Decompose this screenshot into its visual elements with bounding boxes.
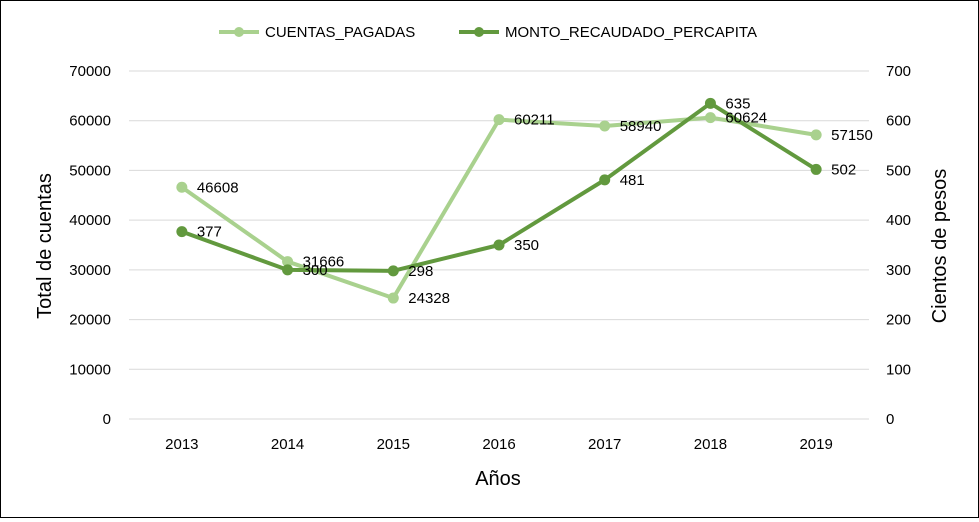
y-left-tick-label: 70000: [69, 63, 111, 80]
legend-item-cuentas-pagadas: CUENTAS_PAGADAS: [219, 24, 415, 41]
y-right-tick-label: 400: [886, 212, 911, 229]
data-point: [493, 114, 505, 126]
data-label: 300: [303, 262, 328, 279]
y-right-tick-label: 100: [886, 361, 911, 378]
data-label: 57150: [831, 127, 873, 144]
data-label: 377: [197, 224, 222, 241]
y-left-tick-label: 50000: [69, 162, 111, 179]
legend: CUENTAS_PAGADAS MONTO_RECAUDADO_PERCAPIT…: [219, 24, 757, 41]
data-label: 31666: [303, 254, 345, 271]
legend-label-monto-recaudado: MONTO_RECAUDADO_PERCAPITA: [505, 24, 757, 41]
gridlines: [129, 70, 869, 420]
y-left-tick-label: 40000: [69, 212, 111, 229]
series-points: [176, 97, 822, 304]
y-right-tick-label: 300: [886, 262, 911, 279]
y-right-tick-label: 200: [886, 312, 911, 329]
data-point: [810, 163, 822, 175]
legend-label-cuentas-pagadas: CUENTAS_PAGADAS: [265, 24, 415, 41]
data-point: [387, 265, 399, 277]
x-tick-label: 2018: [694, 436, 727, 453]
x-tick-label: 2013: [165, 436, 198, 453]
data-label: 502: [831, 161, 856, 178]
data-label: 24328: [408, 290, 450, 307]
y-axis-right-title: Cientos de pesos: [929, 169, 951, 324]
x-tick-label: 2015: [377, 436, 410, 453]
data-label: 60211: [514, 112, 555, 129]
data-point: [176, 181, 188, 193]
data-point: [704, 112, 716, 124]
y-left-tick-label: 60000: [69, 113, 111, 130]
data-point: [810, 129, 822, 141]
y-left-tick-label: 0: [103, 411, 111, 428]
y-left-tick-label: 10000: [69, 361, 111, 378]
legend-swatch-marker: [234, 27, 244, 37]
x-tick-label: 2014: [271, 436, 304, 453]
data-point: [387, 292, 399, 304]
data-point: [282, 264, 294, 276]
data-point: [599, 120, 611, 132]
data-label: 58940: [620, 118, 662, 135]
legend-swatch-marker: [474, 27, 484, 37]
legend-item-monto-recaudado: MONTO_RECAUDADO_PERCAPITA: [459, 24, 757, 41]
data-point: [599, 174, 611, 186]
data-label: 481: [620, 172, 645, 189]
y-right-tick-label: 700: [886, 63, 911, 80]
data-label: 60624: [725, 110, 767, 127]
x-tick-label: 2019: [799, 436, 832, 453]
x-tick-label: 2016: [482, 436, 515, 453]
y-right-tick-label: 500: [886, 162, 911, 179]
y-right-tick-label: 0: [886, 411, 894, 428]
tick-labels: 0 0 10000 100 20000 200 30000 300 40000 400 50000 5…: [69, 63, 911, 453]
y-left-tick-label: 20000: [69, 312, 111, 329]
data-label: 350: [514, 237, 539, 254]
y-axis-left-title: Total de cuentas: [34, 173, 56, 319]
data-label: 298: [408, 263, 433, 280]
x-tick-label: 2017: [588, 436, 621, 453]
y-right-tick-label: 600: [886, 113, 911, 130]
series-lines: [179, 101, 819, 301]
data-label: 46608: [197, 179, 239, 196]
x-axis-title: Años: [475, 468, 521, 490]
data-point: [282, 256, 294, 268]
series-line-0: [179, 115, 819, 301]
data-point: [176, 226, 188, 238]
y-left-tick-label: 30000: [69, 262, 111, 279]
data-point: [493, 239, 505, 251]
data-label: 635: [725, 95, 750, 112]
data-labels: 46608 31666 24328 60211 58940 60624 57150 377 30…: [197, 95, 873, 307]
data-point: [704, 97, 716, 109]
